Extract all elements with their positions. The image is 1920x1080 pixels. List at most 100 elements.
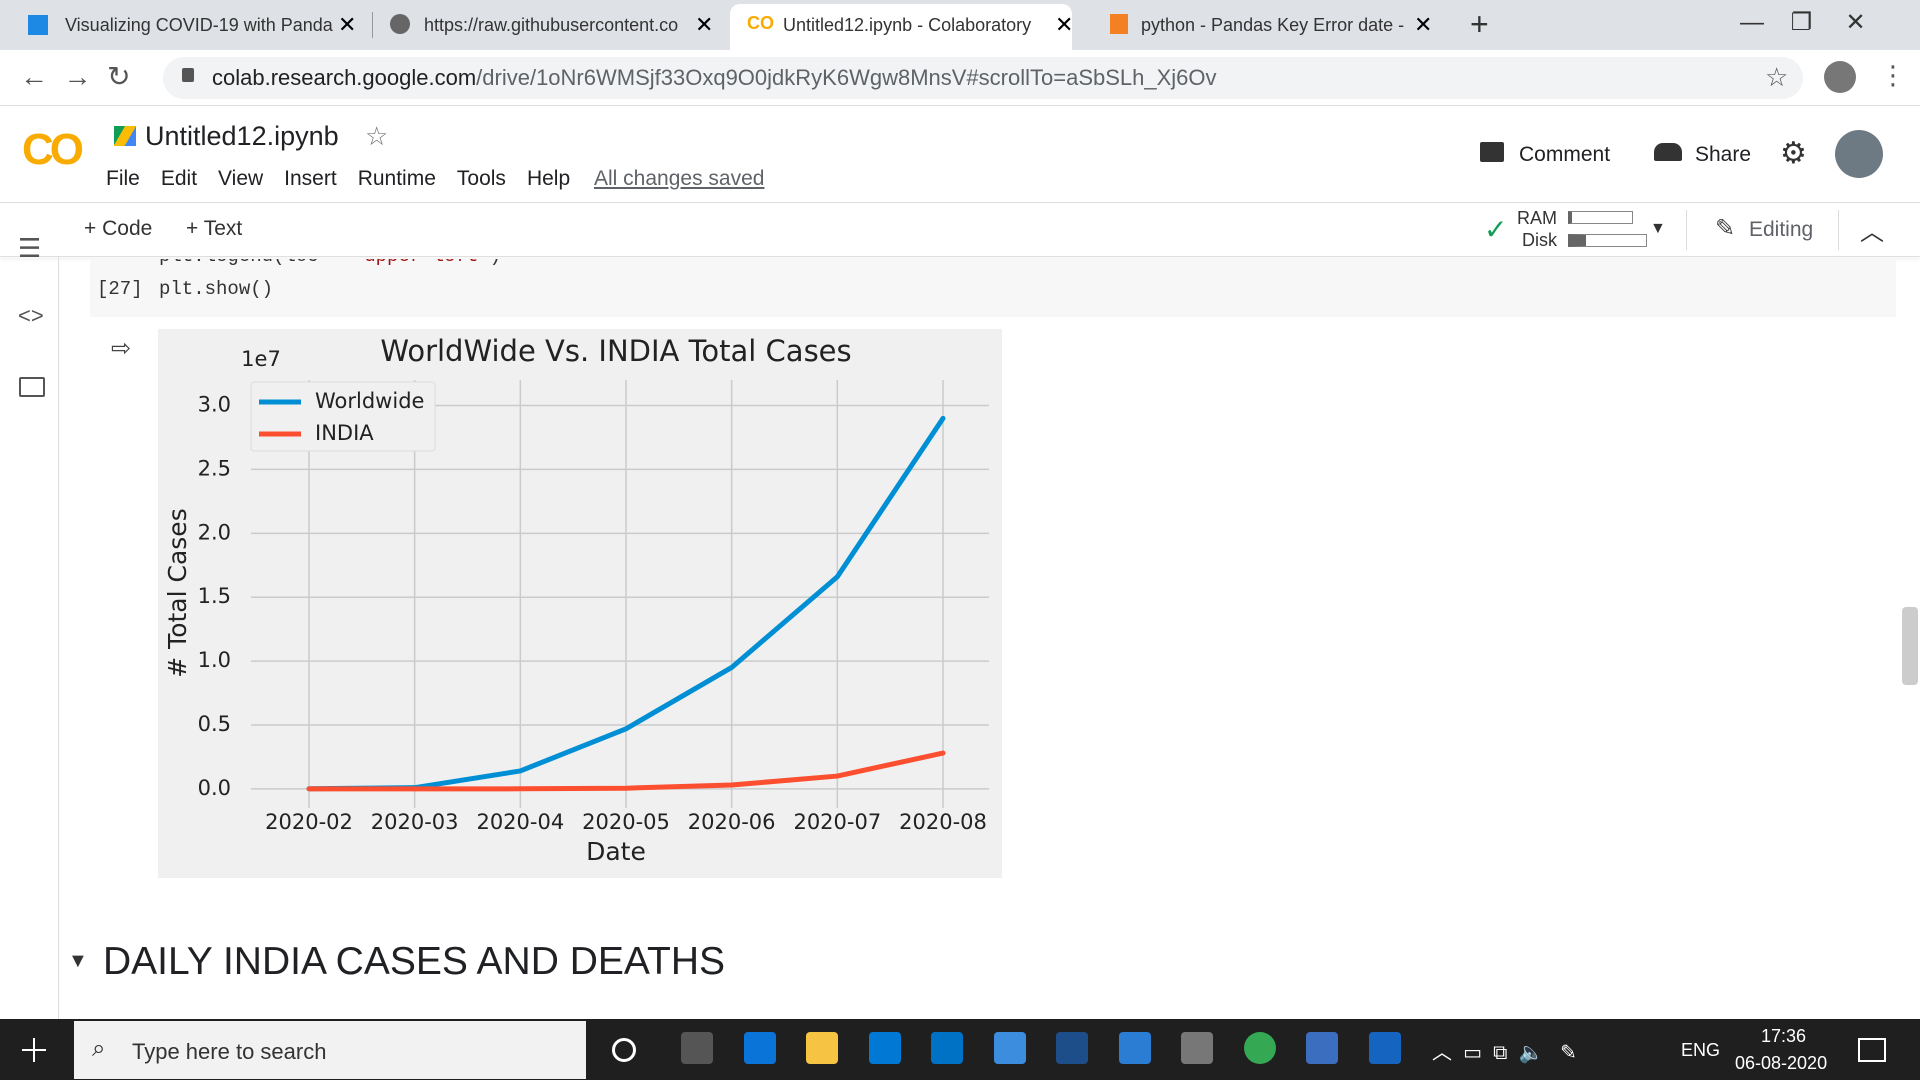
new-tab[interactable]: + [1470, 6, 1489, 42]
section-heading[interactable]: DAILY INDIA CASES AND DEATHS [103, 940, 726, 983]
divider [1686, 210, 1687, 250]
tab-title[interactable]: python - Pandas Key Error date - [1141, 15, 1405, 35]
active-tab[interactable] [730, 4, 1072, 50]
y-tick-label: 2.5 [198, 456, 231, 480]
offset-label: 1e7 [241, 347, 281, 371]
ram-meter [1568, 211, 1633, 224]
tab-close[interactable]: ✕ [1055, 12, 1074, 37]
y-tick-label: 1.0 [198, 648, 231, 672]
tab-close[interactable]: ✕ [695, 12, 714, 37]
cortana[interactable] [612, 1038, 636, 1062]
taskbar-app[interactable] [743, 1032, 776, 1064]
output-icon[interactable]: ⇨ [111, 335, 132, 362]
add-code[interactable]: + Code [84, 217, 153, 240]
window-controls[interactable]: — ❐ ✕ [1740, 9, 1866, 36]
code-line: plt.show() [159, 278, 274, 300]
taskbar-app[interactable] [931, 1032, 963, 1064]
x-tick-label: 2020-04 [476, 810, 564, 834]
notebook-name[interactable]: Untitled12.ipynb [145, 121, 339, 151]
resources-dropdown[interactable]: ▼ [1650, 220, 1666, 237]
taskbar-app[interactable] [1243, 1032, 1276, 1064]
line-series [306, 750, 946, 792]
share-button[interactable]: Share [1695, 143, 1752, 166]
drive-icon [114, 126, 136, 146]
menu-item[interactable]: Runtime [357, 167, 436, 190]
legend-label: Worldwide [315, 389, 424, 413]
comment-button[interactable]: Comment [1519, 143, 1611, 166]
collapse[interactable]: ︿ [1860, 219, 1884, 246]
clock-date[interactable]: 06-08-2020 [1735, 1053, 1828, 1073]
tab-title[interactable]: Untitled12.ipynb - Colaboratory [783, 15, 1032, 35]
taskbar-app[interactable] [868, 1032, 901, 1064]
menu-dots[interactable]: ⋮ [1880, 60, 1906, 90]
chart: WorldWide Vs. INDIA Total Cases 1e7 Date… [158, 329, 1002, 878]
divider [1838, 210, 1839, 250]
taskbar-app[interactable] [681, 1032, 713, 1064]
add-text[interactable]: + Text [186, 217, 243, 240]
url[interactable]: colab.research.google.com/drive/1oNr6WMS… [212, 65, 1217, 91]
menu-item[interactable]: Edit [160, 167, 198, 190]
connected-check: ✓ [1484, 214, 1508, 245]
add-code-label: Code [102, 217, 153, 240]
x-axis-label: Date [586, 837, 646, 866]
menu-item[interactable]: File [106, 167, 140, 190]
nav-buttons[interactable]: ← → ↻ [20, 61, 131, 92]
tab-icon [28, 15, 48, 35]
taskbar-app[interactable] [806, 1032, 838, 1064]
menu-bar: File Edit View Insert Runtime Tools Help [106, 167, 591, 191]
user-avatar[interactable] [1835, 130, 1883, 178]
y-tick-label: 0.5 [198, 712, 231, 736]
colab-logo[interactable]: CO [22, 125, 84, 174]
tab-title[interactable]: https://raw.githubusercontent.co [424, 15, 679, 35]
tab-icon [1110, 14, 1128, 34]
search-box[interactable] [74, 1021, 586, 1079]
ram-label: RAM [1517, 208, 1557, 228]
menu-item[interactable]: View [218, 167, 264, 190]
taskbar-app[interactable] [1368, 1032, 1401, 1064]
menu-item[interactable]: Insert [284, 167, 337, 190]
url-host: colab.research.google.com [212, 65, 477, 90]
taskbar-app[interactable] [1306, 1032, 1338, 1064]
settings[interactable]: ⚙ [1780, 137, 1807, 170]
taskbar-app[interactable] [1056, 1032, 1088, 1064]
menu-item[interactable]: Help [526, 167, 571, 190]
code-icon[interactable]: <> [18, 303, 44, 328]
lock-icon [182, 68, 194, 82]
share-icon [1654, 143, 1682, 161]
search-placeholder: Type here to search [132, 1039, 327, 1064]
tab-title[interactable]: Visualizing COVID-19 with Panda [65, 15, 333, 35]
x-tick-label: 2020-02 [265, 810, 353, 834]
tray-icons[interactable]: ︿ ▭ ⧉ 🔈 ✎ [1432, 1042, 1577, 1064]
taskbar-app[interactable] [993, 1032, 1026, 1064]
editing-mode[interactable]: Editing [1749, 218, 1814, 241]
omnibox[interactable] [163, 57, 1803, 99]
star[interactable]: ☆ [365, 121, 389, 151]
scrollbar[interactable] [1902, 607, 1918, 685]
disk-meter [1568, 234, 1647, 247]
code-cell[interactable] [90, 257, 1896, 317]
language[interactable]: ENG [1681, 1040, 1721, 1060]
files-icon[interactable] [19, 377, 45, 397]
save-status[interactable]: All changes saved [594, 167, 765, 190]
clock-time[interactable]: 17:36 [1761, 1026, 1807, 1046]
profile-avatar[interactable] [1824, 61, 1856, 93]
tab-close[interactable]: ✕ [338, 12, 357, 37]
tab-close[interactable]: ✕ [1414, 12, 1433, 37]
disk-label: Disk [1522, 230, 1557, 250]
start-button[interactable] [22, 1038, 46, 1062]
collapse-arrow[interactable]: ▼ [68, 950, 88, 972]
x-tick-label: 2020-08 [899, 810, 987, 834]
y-tick-label: 1.5 [198, 584, 231, 608]
legend-label: INDIA [315, 421, 374, 445]
taskbar-app[interactable] [1118, 1032, 1151, 1064]
code-line: plt.legend(loc = 'upper left') [159, 259, 501, 267]
taskbar-app[interactable] [1181, 1032, 1213, 1064]
tab-sep [372, 12, 373, 38]
notifications[interactable] [1858, 1038, 1886, 1062]
menu-item[interactable]: Tools [456, 167, 506, 190]
edit-icon: ✎ [1715, 215, 1736, 242]
y-tick-label: 3.0 [198, 393, 231, 417]
toc-icon[interactable]: ☰ [18, 233, 42, 263]
bookmark-star[interactable]: ☆ [1765, 62, 1789, 92]
